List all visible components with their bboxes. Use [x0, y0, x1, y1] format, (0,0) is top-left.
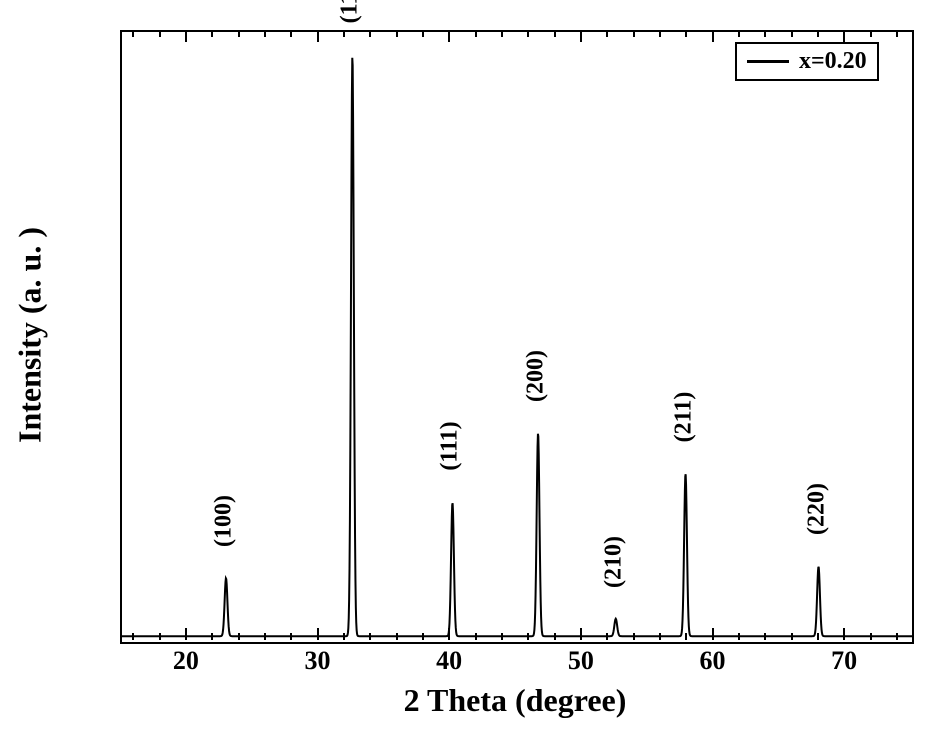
- x-tick-minor: [659, 633, 661, 640]
- peak-label: (110): [337, 0, 364, 24]
- x-tick-minor: [132, 633, 134, 640]
- x-tick-minor: [791, 633, 793, 640]
- legend-line-icon: [747, 60, 789, 63]
- x-tick-minor-top: [211, 30, 213, 37]
- x-tick-minor-top: [343, 30, 345, 37]
- x-tick-minor: [238, 633, 240, 640]
- x-tick-minor-top: [475, 30, 477, 37]
- xrd-trace: [122, 58, 912, 636]
- x-tick-minor-top: [554, 30, 556, 37]
- x-tick-minor-top: [132, 30, 134, 37]
- x-tick-major: [317, 628, 319, 640]
- x-tick-minor-top: [896, 30, 898, 37]
- x-tick-major-top: [448, 30, 450, 42]
- x-tick-minor: [896, 633, 898, 640]
- x-tick-label: 20: [173, 646, 199, 676]
- plot-area: [120, 30, 914, 644]
- x-tick-minor-top: [659, 30, 661, 37]
- x-tick-minor-top: [501, 30, 503, 37]
- peak-label: (111): [437, 421, 464, 470]
- x-tick-minor: [343, 633, 345, 640]
- x-axis-label: 2 Theta (degree): [404, 682, 627, 719]
- x-tick-minor-top: [633, 30, 635, 37]
- x-tick-minor-top: [422, 30, 424, 37]
- x-tick-minor-top: [870, 30, 872, 37]
- x-tick-minor-top: [738, 30, 740, 37]
- x-tick-minor-top: [791, 30, 793, 37]
- x-tick-label: 30: [305, 646, 331, 676]
- x-tick-minor: [738, 633, 740, 640]
- x-tick-minor-top: [369, 30, 371, 37]
- x-tick-major: [448, 628, 450, 640]
- peak-label: (220): [803, 483, 830, 535]
- x-tick-label: 40: [436, 646, 462, 676]
- x-tick-minor: [422, 633, 424, 640]
- x-tick-minor: [264, 633, 266, 640]
- x-tick-minor: [817, 633, 819, 640]
- x-tick-minor-top: [159, 30, 161, 37]
- legend: x=0.20: [735, 42, 879, 81]
- x-tick-minor: [475, 633, 477, 640]
- x-tick-major: [185, 628, 187, 640]
- x-tick-minor-top: [238, 30, 240, 37]
- x-tick-minor-top: [817, 30, 819, 37]
- x-tick-minor: [159, 633, 161, 640]
- x-tick-minor-top: [606, 30, 608, 37]
- x-tick-minor: [685, 633, 687, 640]
- x-tick-major: [712, 628, 714, 640]
- x-tick-major: [843, 628, 845, 640]
- peak-label: (200): [523, 350, 550, 402]
- x-tick-label: 50: [568, 646, 594, 676]
- x-tick-minor-top: [396, 30, 398, 37]
- x-tick-label: 60: [700, 646, 726, 676]
- x-tick-minor: [211, 633, 213, 640]
- legend-text: x=0.20: [799, 48, 867, 75]
- x-tick-minor: [554, 633, 556, 640]
- x-tick-minor-top: [527, 30, 529, 37]
- x-tick-major-top: [843, 30, 845, 42]
- xrd-svg: [122, 32, 912, 642]
- peak-label: (210): [600, 536, 627, 588]
- x-tick-minor: [870, 633, 872, 640]
- peak-label: (100): [211, 495, 238, 547]
- x-tick-minor: [764, 633, 766, 640]
- x-tick-minor-top: [290, 30, 292, 37]
- x-tick-minor-top: [764, 30, 766, 37]
- x-tick-major-top: [185, 30, 187, 42]
- x-tick-major-top: [317, 30, 319, 42]
- x-tick-minor: [369, 633, 371, 640]
- x-tick-minor: [501, 633, 503, 640]
- x-tick-major-top: [712, 30, 714, 42]
- x-tick-label: 70: [831, 646, 857, 676]
- x-tick-minor: [290, 633, 292, 640]
- x-tick-minor: [606, 633, 608, 640]
- peak-label: (211): [670, 391, 697, 442]
- x-tick-minor: [396, 633, 398, 640]
- x-tick-minor: [527, 633, 529, 640]
- y-axis-label: Intensity (a. u. ): [12, 227, 49, 443]
- x-tick-minor-top: [685, 30, 687, 37]
- xrd-chart: Intensity (a. u. ) 2 Theta (degree) x=0.…: [0, 0, 941, 733]
- x-tick-minor-top: [264, 30, 266, 37]
- x-tick-major-top: [580, 30, 582, 42]
- x-tick-major: [580, 628, 582, 640]
- x-tick-minor: [633, 633, 635, 640]
